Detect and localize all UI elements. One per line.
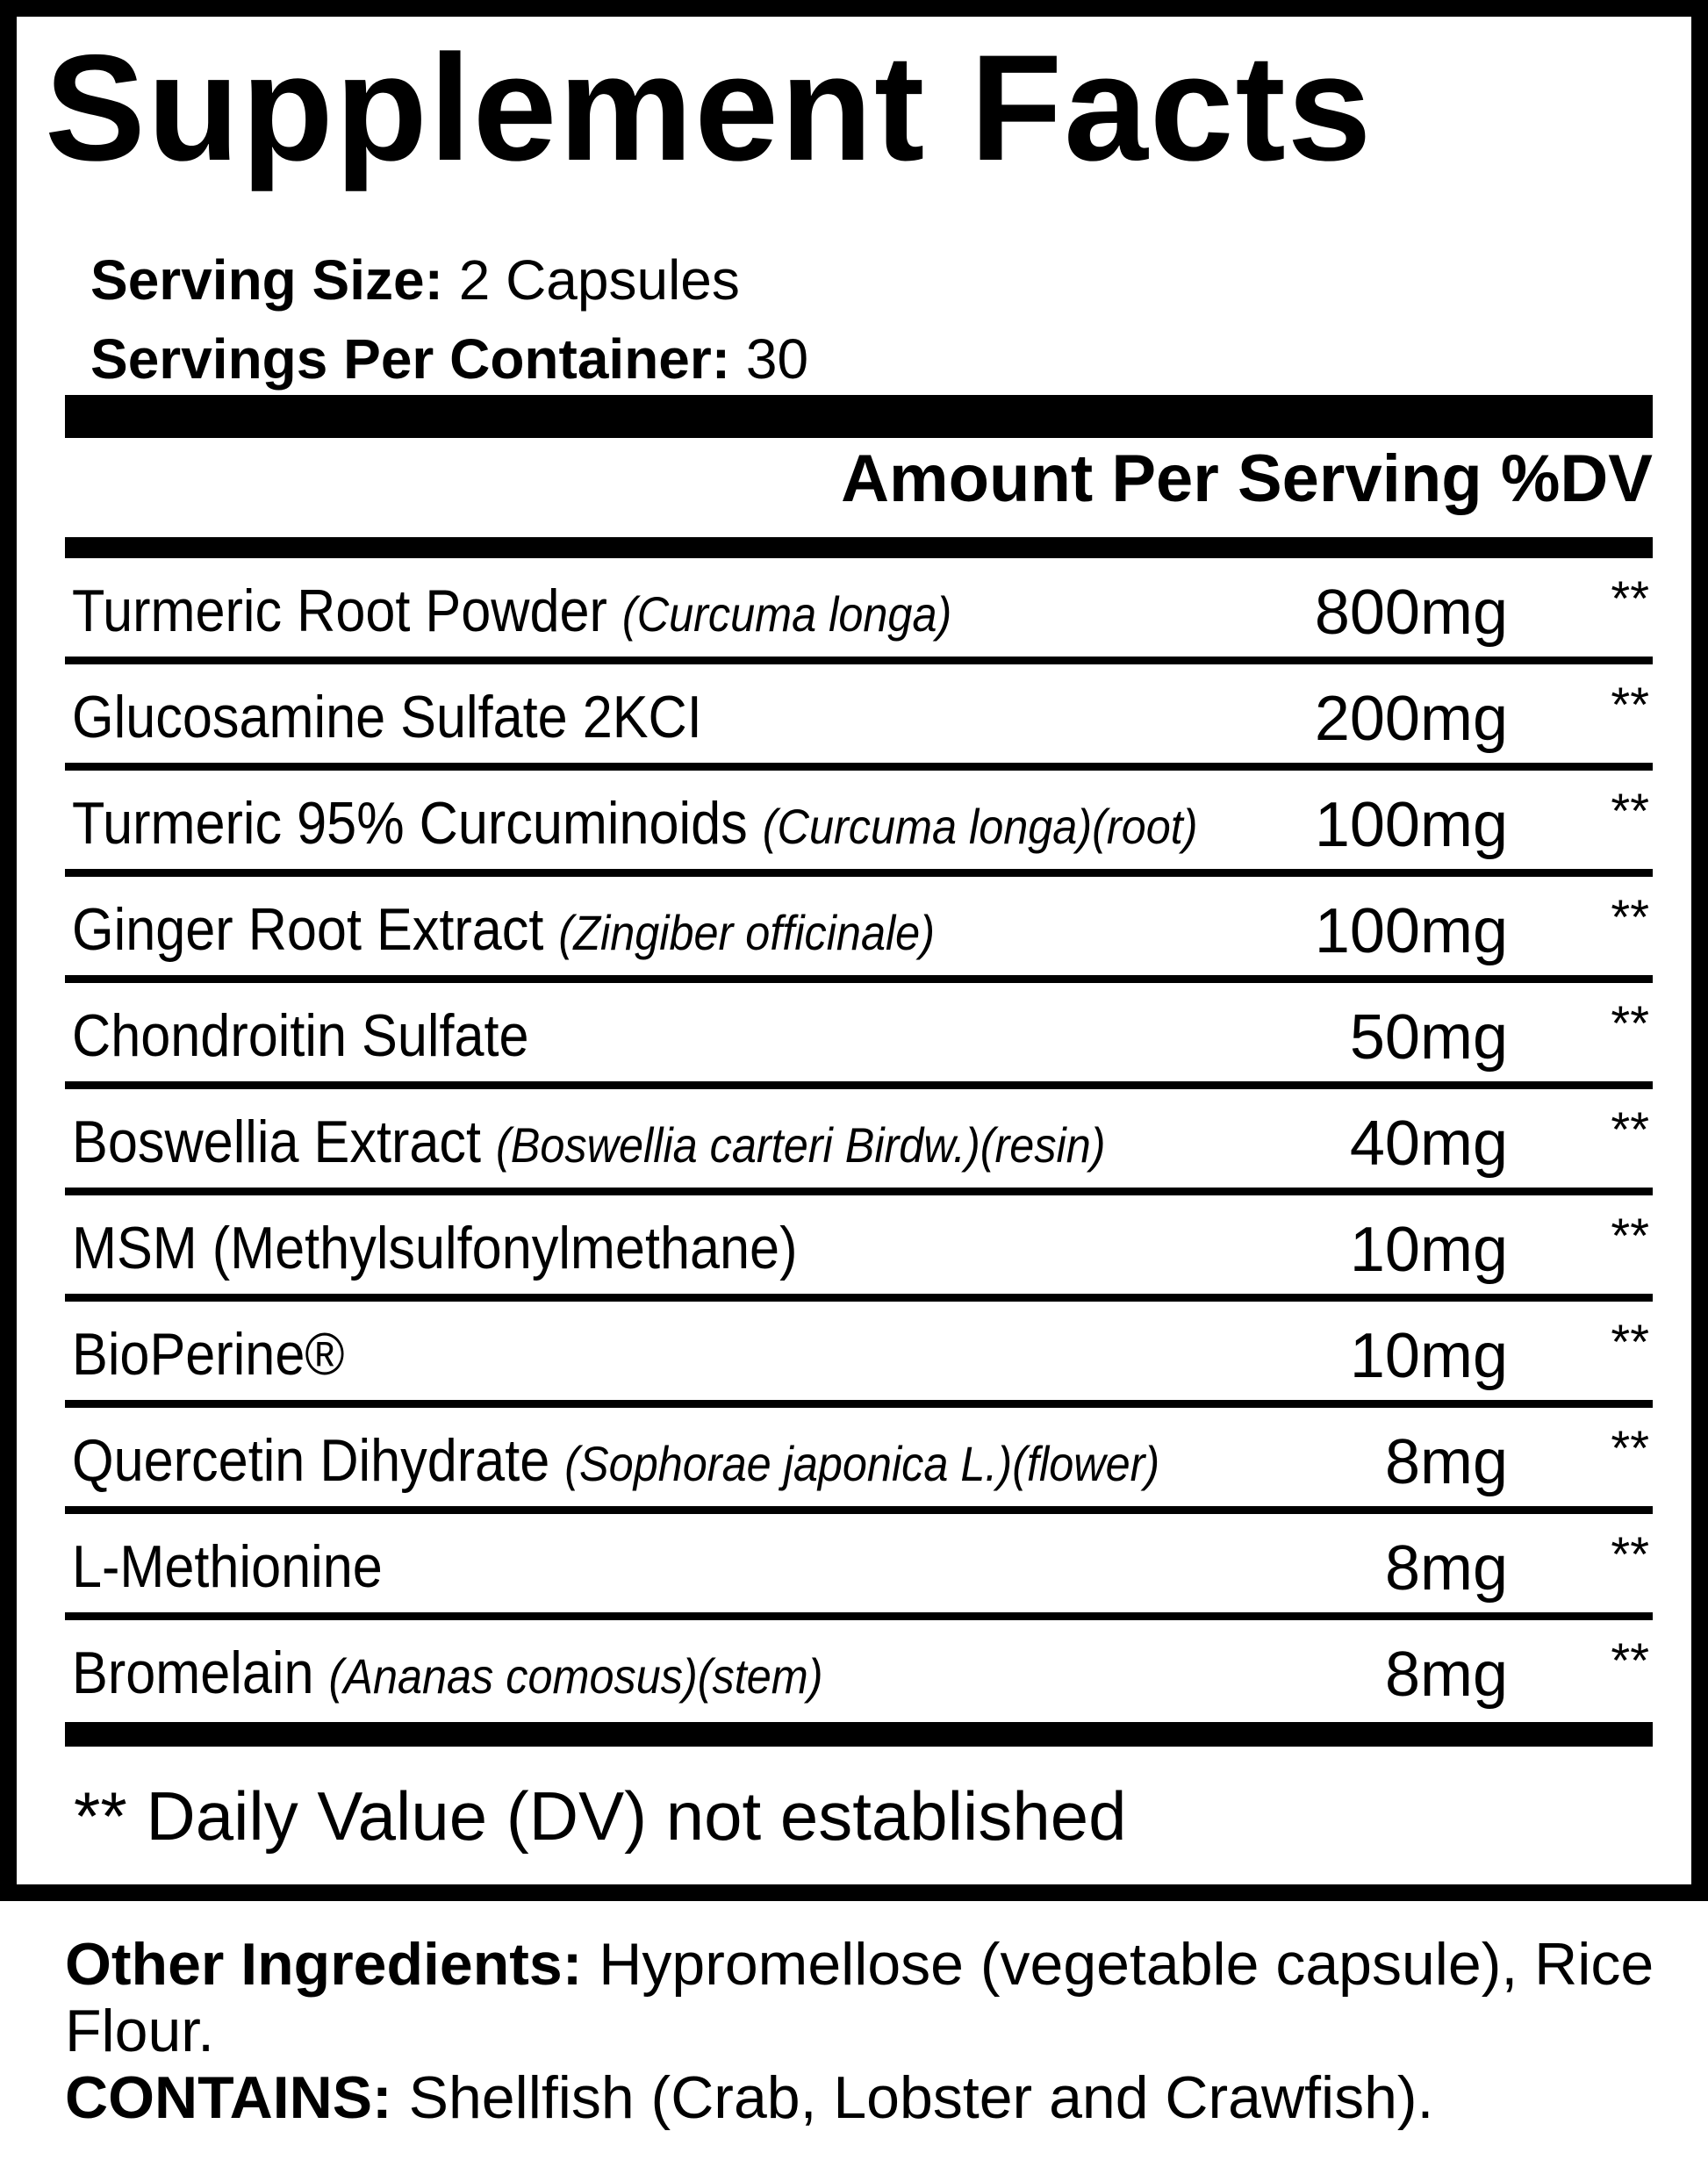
ingredient-name-cell: Boswellia Extract (Boswellia carteri Bir… — [72, 1112, 1106, 1172]
ingredient-amount: 8mg — [1384, 1640, 1508, 1710]
ingredient-name: BioPerine® — [72, 1321, 345, 1388]
ingredient-amount: 10mg — [1349, 1321, 1508, 1391]
ingredient-row: BioPerine® 10mg ** — [65, 1302, 1653, 1408]
contains-label: CONTAINS: — [65, 2064, 392, 2132]
ingredient-amount: 200mg — [1314, 684, 1508, 754]
ingredient-dv: ** — [1611, 1314, 1649, 1369]
ingredient-amount: 800mg — [1314, 578, 1508, 648]
ingredient-source: (Sophorae japonica L.)(flower) — [564, 1436, 1160, 1491]
column-header: Amount Per Serving %DV — [841, 441, 1653, 516]
ingredient-amount: 10mg — [1349, 1215, 1508, 1285]
ingredient-name-cell: Glucosamine Sulfate 2KCI — [72, 687, 702, 747]
ingredient-row: Ginger Root Extract (Zingiber officinale… — [65, 877, 1653, 983]
ingredient-source: (Curcuma longa)(root) — [762, 799, 1198, 854]
ingredient-row: Chondroitin Sulfate 50mg ** — [65, 983, 1653, 1089]
ingredient-name: Quercetin Dihydrate — [72, 1427, 550, 1494]
ingredient-source: (Zingiber officinale) — [558, 905, 936, 960]
ingredient-source: (Ananas comosus)(stem) — [328, 1648, 823, 1704]
footnote: ** Daily Value (DV) not established — [74, 1777, 1127, 1855]
ingredient-dv: ** — [1611, 1633, 1649, 1688]
ingredient-name-cell: Bromelain (Ananas comosus)(stem) — [72, 1643, 823, 1703]
ingredient-row: Turmeric Root Powder (Curcuma longa) 800m… — [65, 558, 1653, 664]
ingredient-name-cell: Chondroitin Sulfate — [72, 1006, 529, 1066]
servings-per-container: Servings Per Container: 30 — [90, 331, 808, 387]
ingredient-name: L-Methionine — [72, 1533, 383, 1600]
ingredient-source: (Curcuma longa) — [621, 586, 952, 642]
supplement-facts-panel: Supplement Facts Serving Size: 2 Capsule… — [0, 0, 1708, 1901]
ingredient-row: Turmeric 95% Curcuminoids (Curcuma longa… — [65, 771, 1653, 877]
header-divider — [65, 537, 1653, 558]
ingredient-amount: 8mg — [1384, 1427, 1508, 1497]
serving-size-value: 2 Capsules — [458, 248, 740, 312]
ingredient-dv: ** — [1611, 995, 1649, 1051]
ingredient-amount: 50mg — [1349, 1002, 1508, 1073]
ingredient-name: Turmeric Root Powder — [72, 578, 607, 644]
ingredient-name-cell: Turmeric 95% Curcuminoids (Curcuma longa… — [72, 793, 1198, 853]
ingredient-dv: ** — [1611, 677, 1649, 732]
other-ingredients-value: Hypromellose (vegetable capsule), Rice F… — [65, 1931, 1654, 2065]
ingredient-dv: ** — [1611, 1208, 1649, 1263]
ingredient-name-cell: L-Methionine — [72, 1537, 383, 1597]
ingredient-amount: 8mg — [1384, 1533, 1508, 1604]
ingredient-name-cell: BioPerine® — [72, 1324, 344, 1384]
servings-per-container-label: Servings Per Container: — [90, 327, 731, 391]
ingredient-name: MSM (Methylsulfonylmethane) — [72, 1215, 798, 1281]
panel-title: Supplement Facts — [45, 24, 1374, 192]
ingredient-name: Turmeric 95% Curcuminoids — [72, 790, 748, 857]
other-ingredients: Other Ingredients: Hypromellose (vegetab… — [65, 1931, 1662, 2131]
ingredient-row: Boswellia Extract (Boswellia carteri Bir… — [65, 1089, 1653, 1195]
ingredient-name: Glucosamine Sulfate 2KCI — [72, 684, 702, 750]
ingredient-name-cell: MSM (Methylsulfonylmethane) — [72, 1218, 797, 1278]
ingredient-amount: 40mg — [1349, 1109, 1508, 1179]
ingredient-name: Boswellia Extract — [72, 1109, 481, 1175]
ingredient-amount: 100mg — [1314, 790, 1508, 860]
serving-size: Serving Size: 2 Capsules — [90, 252, 740, 308]
ingredient-row: MSM (Methylsulfonylmethane) 10mg ** — [65, 1195, 1653, 1302]
ingredient-dv: ** — [1611, 889, 1649, 944]
ingredient-row: L-Methionine 8mg ** — [65, 1514, 1653, 1620]
ingredient-dv: ** — [1611, 1526, 1649, 1582]
ingredient-row: Quercetin Dihydrate (Sophorae japonica L… — [65, 1408, 1653, 1514]
ingredient-name-cell: Quercetin Dihydrate (Sophorae japonica L… — [72, 1431, 1159, 1490]
ingredient-table: Turmeric Root Powder (Curcuma longa) 800m… — [65, 558, 1653, 1719]
ingredient-name-cell: Turmeric Root Powder (Curcuma longa) — [72, 581, 951, 641]
ingredient-name: Chondroitin Sulfate — [72, 1002, 529, 1069]
ingredient-amount: 100mg — [1314, 896, 1508, 966]
ingredient-source: (Boswellia carteri Birdw.)(resin) — [495, 1117, 1106, 1173]
bottom-divider — [65, 1722, 1653, 1747]
ingredient-row: Glucosamine Sulfate 2KCI 200mg ** — [65, 664, 1653, 771]
ingredient-dv: ** — [1611, 783, 1649, 838]
ingredient-dv: ** — [1611, 1102, 1649, 1157]
other-ingredients-label: Other Ingredients: — [65, 1931, 583, 1998]
ingredient-name-cell: Ginger Root Extract (Zingiber officinale… — [72, 900, 935, 959]
ingredient-name: Bromelain — [72, 1640, 314, 1706]
serving-size-label: Serving Size: — [90, 248, 443, 312]
ingredient-row: Bromelain (Ananas comosus)(stem) 8mg ** — [65, 1620, 1653, 1719]
ingredient-dv: ** — [1611, 1420, 1649, 1475]
ingredient-dv: ** — [1611, 570, 1649, 626]
servings-per-container-value: 30 — [745, 327, 809, 391]
ingredient-name: Ginger Root Extract — [72, 896, 544, 963]
thick-divider — [65, 395, 1653, 438]
contains-value: Shellfish (Crab, Lobster and Crawfish). — [408, 2064, 1434, 2132]
